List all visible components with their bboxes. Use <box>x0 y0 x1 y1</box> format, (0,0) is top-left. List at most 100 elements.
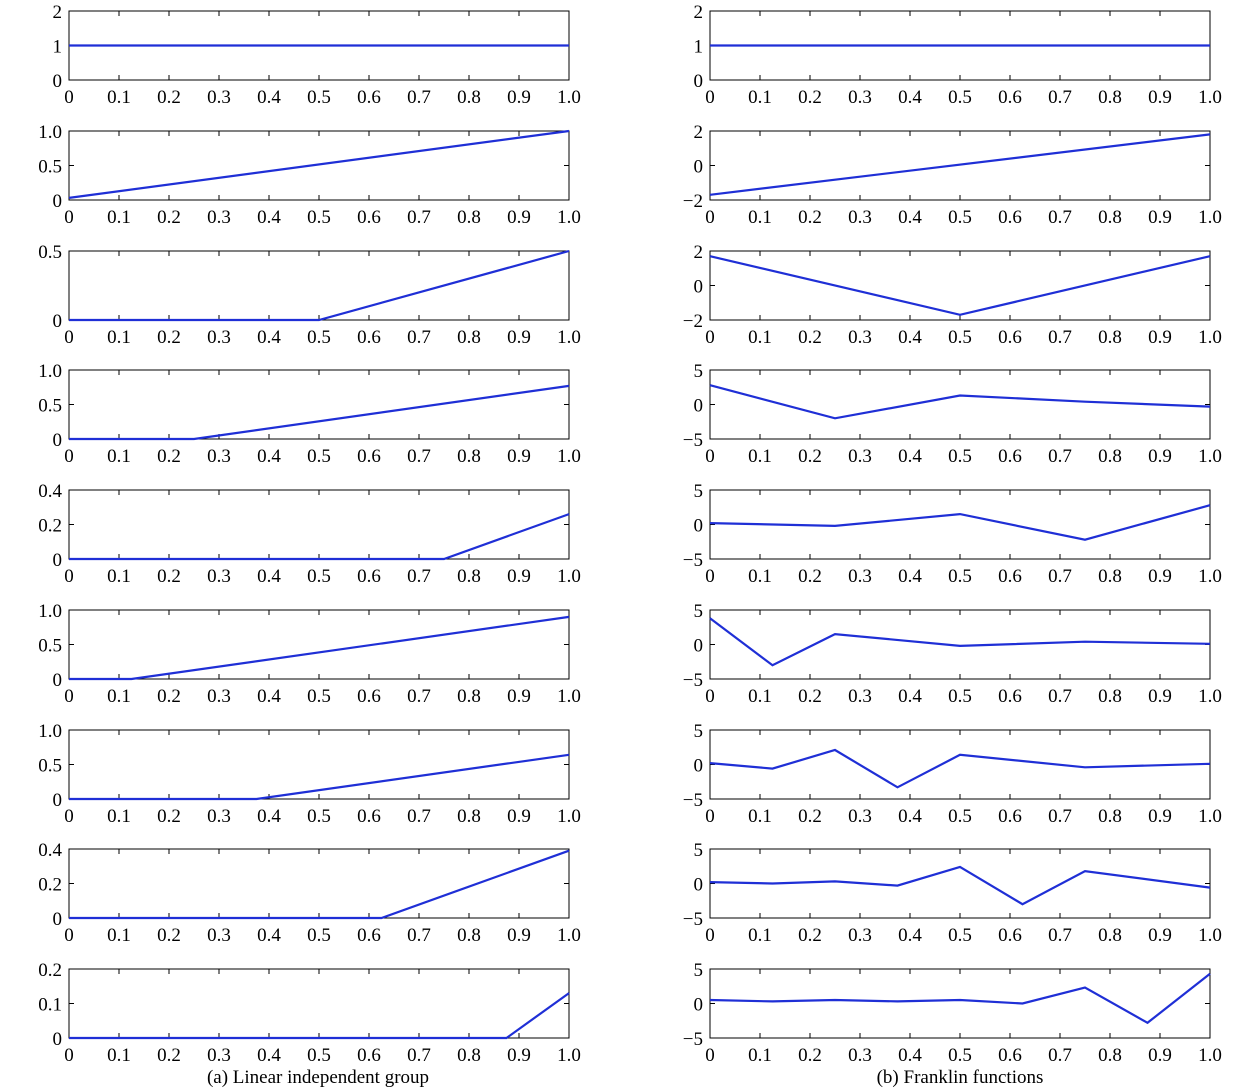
x-tick-label: 0.8 <box>457 566 481 587</box>
x-tick-label: 1.0 <box>557 686 581 707</box>
y-tick-label: 0 <box>53 191 63 212</box>
series-line <box>69 992 570 1040</box>
x-tick-label: 0.4 <box>257 87 281 108</box>
x-tick-label: 0.1 <box>748 806 772 827</box>
x-tick-label: 0.3 <box>848 87 872 108</box>
x-tick-label: 0.2 <box>157 925 181 946</box>
x-tick-label: 0.4 <box>257 566 281 587</box>
x-tick-label: 0.8 <box>1098 207 1122 228</box>
x-tick-label: 0.9 <box>507 686 531 707</box>
x-tick-label: 0 <box>64 327 74 348</box>
subplot-right-9: 0 0.1 0.2 0.3 0.4 0.5 0.6 0.7 0.8 0.9 1.0−505 <box>683 960 1222 1066</box>
y-tick-label: 0 <box>694 875 704 896</box>
x-tick-label: 0.6 <box>357 87 381 108</box>
series-line <box>69 384 570 441</box>
x-tick-label: 0.4 <box>257 686 281 707</box>
x-tick-label: 0.3 <box>848 806 872 827</box>
subplot-left-2: 0 0.1 0.2 0.3 0.4 0.5 0.6 0.7 0.8 0.9 1.0 0 0.5 1.0 <box>38 122 581 228</box>
x-tick-label: 1.0 <box>557 446 581 467</box>
x-tick-label: 0.1 <box>748 925 772 946</box>
x-tick-label: 0 <box>705 87 715 108</box>
x-tick-label: 0.9 <box>1148 446 1172 467</box>
x-tick-label: 0.2 <box>798 87 822 108</box>
x-tick-label: 0.6 <box>998 566 1022 587</box>
subplot-left-3: 0 0.1 0.2 0.3 0.4 0.5 0.6 0.7 0.8 0.9 1.0 0 0.5 <box>38 242 581 348</box>
y-tick-label: 0.5 <box>38 396 62 417</box>
series-line <box>69 849 570 920</box>
x-tick-label: 0 <box>64 925 74 946</box>
x-tick-label: 0.7 <box>407 1045 431 1066</box>
y-tick-label: 0 <box>53 71 63 92</box>
x-tick-label: 0.4 <box>257 327 281 348</box>
x-tick-label: 0.1 <box>748 686 772 707</box>
axes-frame <box>68 369 570 440</box>
x-tick-label: 1.0 <box>557 566 581 587</box>
x-tick-label: 0.5 <box>307 87 331 108</box>
x-tick-label: 0.4 <box>898 327 922 348</box>
subplot-right-4: 0 0.1 0.2 0.3 0.4 0.5 0.6 0.7 0.8 0.9 1.0−505 <box>683 361 1222 467</box>
y-tick-label: 0 <box>694 636 704 657</box>
x-tick-label: 0.5 <box>307 327 331 348</box>
x-tick-label: 0.2 <box>798 806 822 827</box>
y-tick-label: 0 <box>53 790 63 811</box>
x-tick-label: 0.5 <box>307 925 331 946</box>
y-tick-label: 2 <box>694 2 704 23</box>
x-tick-label: 0.8 <box>457 87 481 108</box>
y-tick-label: 1 <box>694 37 704 58</box>
x-tick-label: 0.8 <box>457 1045 481 1066</box>
x-tick-label: 0.7 <box>407 446 431 467</box>
x-tick-label: 0.1 <box>107 446 131 467</box>
x-tick-label: 0.6 <box>998 686 1022 707</box>
x-tick-label: 0.2 <box>798 1045 822 1066</box>
x-tick-label: 0.8 <box>457 446 481 467</box>
x-tick-label: 0.6 <box>998 446 1022 467</box>
caption-left: (a) Linear independent group <box>207 1067 429 1088</box>
x-tick-label: 0.2 <box>157 566 181 587</box>
caption-right: (b) Franklin functions <box>877 1067 1044 1088</box>
x-tick-label: 0.7 <box>1048 327 1072 348</box>
subplot-right-6: 0 0.1 0.2 0.3 0.4 0.5 0.6 0.7 0.8 0.9 1.0−505 <box>683 601 1222 707</box>
series-line <box>709 384 1211 420</box>
y-tick-label: 5 <box>694 840 704 861</box>
y-tick-label: 0 <box>53 311 63 332</box>
x-tick-label: 0.8 <box>1098 87 1122 108</box>
x-tick-label: 1.0 <box>1198 1045 1222 1066</box>
x-tick-label: 0.2 <box>157 686 181 707</box>
axes-frame <box>68 848 570 919</box>
y-tick-label: 0 <box>53 909 63 930</box>
series-line <box>709 748 1211 789</box>
y-tick-label: 0 <box>53 670 63 691</box>
x-tick-label: 0.8 <box>457 686 481 707</box>
x-tick-label: 0.5 <box>948 806 972 827</box>
x-tick-label: 0.2 <box>798 566 822 587</box>
series-line <box>709 133 1211 196</box>
y-tick-label: 0 <box>694 277 704 298</box>
x-tick-label: 0 <box>705 1045 715 1066</box>
x-tick-label: 0.9 <box>507 446 531 467</box>
x-tick-label: 0.6 <box>357 806 381 827</box>
x-tick-label: 0 <box>64 686 74 707</box>
x-tick-label: 0.5 <box>948 686 972 707</box>
x-tick-label: 0.9 <box>507 1045 531 1066</box>
x-tick-label: 0 <box>705 446 715 467</box>
series-line <box>68 129 570 199</box>
y-tick-label: 2 <box>694 122 704 143</box>
y-tick-label: −5 <box>683 909 703 930</box>
x-tick-label: 0.5 <box>307 1045 331 1066</box>
subplot-left-4: 0 0.1 0.2 0.3 0.4 0.5 0.6 0.7 0.8 0.9 1.0 0 0.5 1.0 <box>38 361 581 467</box>
x-tick-label: 0.5 <box>307 566 331 587</box>
x-tick-label: 0.4 <box>257 446 281 467</box>
x-tick-label: 1.0 <box>1198 446 1222 467</box>
x-tick-label: 0.8 <box>1098 806 1122 827</box>
y-tick-label: 5 <box>694 361 704 382</box>
x-tick-label: 0.9 <box>507 566 531 587</box>
x-tick-label: 0.8 <box>1098 446 1122 467</box>
x-tick-label: 1.0 <box>1198 806 1222 827</box>
x-tick-label: 1.0 <box>1198 87 1222 108</box>
x-tick-label: 0.5 <box>948 446 972 467</box>
x-tick-label: 0.2 <box>157 207 181 228</box>
y-tick-label: −2 <box>683 311 703 332</box>
x-tick-label: 0.9 <box>507 806 531 827</box>
x-tick-label: 0.3 <box>207 686 231 707</box>
